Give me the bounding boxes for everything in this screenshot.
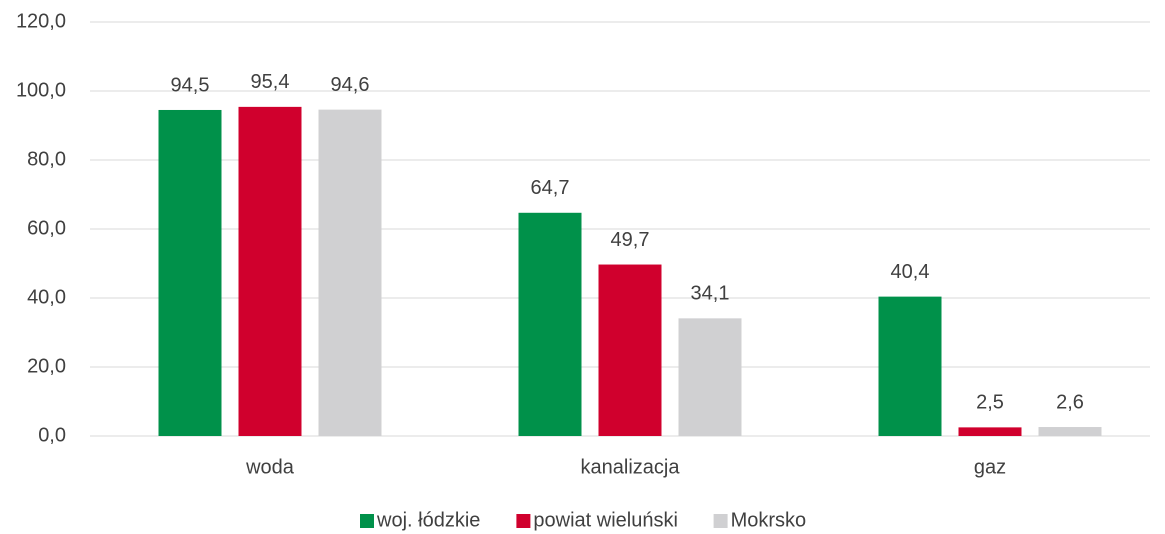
legend-swatch [713,514,728,528]
y-tick-label: 120,0 [16,10,66,32]
bar [1038,427,1102,436]
legend-label: woj. łódzkie [376,509,480,531]
y-tick-label: 20,0 [27,355,66,377]
legend-swatch [360,514,374,528]
data-label: 40,4 [891,261,930,283]
bar [158,109,222,436]
y-tick-label: 40,0 [27,286,66,308]
data-label: 34,1 [691,283,730,305]
bar [518,212,582,436]
data-label: 49,7 [611,229,650,251]
bar [678,318,742,436]
data-label: 2,6 [1056,391,1084,413]
legend-swatch [516,514,531,528]
data-label: 94,6 [331,74,370,96]
data-label: 95,4 [251,71,290,93]
legend-label: Mokrsko [731,509,807,531]
bar [878,296,942,436]
x-tick-label: woda [245,456,295,478]
y-tick-label: 0,0 [38,424,66,446]
data-label: 64,7 [531,177,570,199]
bar [598,264,662,436]
x-tick-label: kanalizacja [581,456,681,478]
legend-label: powiat wieluński [533,509,678,531]
y-tick-label: 60,0 [27,217,66,239]
data-label: 94,5 [171,74,210,96]
y-tick-label: 100,0 [16,79,66,101]
x-tick-label: gaz [974,456,1006,478]
bar [958,427,1022,436]
bar [318,109,382,436]
y-tick-label: 80,0 [27,148,66,170]
data-label: 2,5 [976,392,1004,414]
bar [238,106,302,437]
